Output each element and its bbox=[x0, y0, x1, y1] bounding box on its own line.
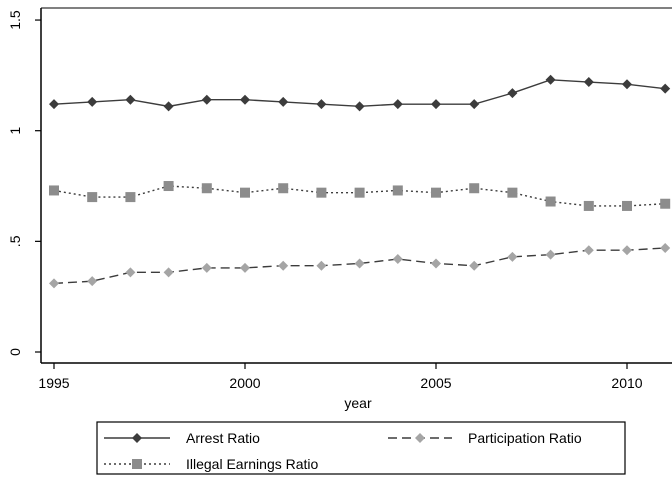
legend-marker-illegal-earnings-ratio bbox=[132, 459, 142, 469]
y-tick-label: 1.5 bbox=[7, 10, 23, 30]
data-point-illegal-earnings-ratio bbox=[660, 198, 671, 209]
x-tick-label: 2010 bbox=[611, 375, 642, 391]
data-point-arrest-ratio bbox=[583, 77, 594, 88]
data-point-participation-ratio bbox=[240, 262, 250, 273]
data-point-arrest-ratio bbox=[507, 88, 518, 99]
data-point-arrest-ratio bbox=[240, 94, 250, 105]
data-point-arrest-ratio bbox=[431, 99, 441, 110]
data-point-illegal-earnings-ratio bbox=[622, 200, 632, 211]
data-point-illegal-earnings-ratio bbox=[469, 183, 480, 194]
data-point-arrest-ratio bbox=[316, 99, 327, 110]
data-point-participation-ratio bbox=[125, 267, 136, 278]
data-point-participation-ratio bbox=[49, 278, 59, 289]
series-illegal-earnings-ratio bbox=[49, 181, 671, 211]
data-point-arrest-ratio bbox=[545, 74, 556, 85]
data-point-participation-ratio bbox=[622, 245, 632, 256]
data-point-arrest-ratio bbox=[392, 99, 403, 110]
data-point-arrest-ratio bbox=[87, 96, 98, 107]
data-point-arrest-ratio bbox=[49, 99, 59, 110]
x-tick-label: 1995 bbox=[38, 375, 69, 391]
data-point-illegal-earnings-ratio bbox=[354, 187, 365, 198]
x-tick-label: 2000 bbox=[229, 375, 260, 391]
data-point-participation-ratio bbox=[201, 262, 212, 273]
data-point-participation-ratio bbox=[507, 251, 518, 262]
data-point-arrest-ratio bbox=[660, 83, 671, 94]
data-point-participation-ratio bbox=[469, 260, 480, 271]
data-point-illegal-earnings-ratio bbox=[87, 192, 98, 203]
data-point-arrest-ratio bbox=[125, 94, 136, 105]
data-point-illegal-earnings-ratio bbox=[583, 200, 594, 211]
data-point-participation-ratio bbox=[545, 249, 556, 260]
legend-label-illegal-earnings-ratio: Illegal Earnings Ratio bbox=[186, 456, 319, 472]
data-point-arrest-ratio bbox=[622, 79, 632, 90]
legend-marker-participation-ratio bbox=[415, 433, 425, 443]
data-point-illegal-earnings-ratio bbox=[545, 196, 556, 207]
series-participation-ratio bbox=[49, 242, 671, 289]
legend-label-participation-ratio: Participation Ratio bbox=[468, 430, 582, 446]
series-arrest-ratio bbox=[49, 74, 671, 112]
x-axis-ticks: 1995 2000 2005 2010 bbox=[38, 363, 643, 391]
data-point-illegal-earnings-ratio bbox=[125, 192, 136, 203]
data-point-illegal-earnings-ratio bbox=[278, 183, 289, 194]
legend-box bbox=[96, 421, 626, 475]
data-point-illegal-earnings-ratio bbox=[316, 187, 327, 198]
data-point-illegal-earnings-ratio bbox=[49, 185, 59, 196]
legend-label-arrest-ratio: Arrest Ratio bbox=[186, 430, 260, 446]
data-point-participation-ratio bbox=[583, 245, 594, 256]
data-point-illegal-earnings-ratio bbox=[507, 187, 518, 198]
data-point-arrest-ratio bbox=[278, 96, 289, 107]
legend-marker-arrest-ratio bbox=[132, 433, 142, 443]
data-point-participation-ratio bbox=[660, 242, 671, 253]
data-point-participation-ratio bbox=[354, 258, 365, 269]
series-line-participation-ratio bbox=[53, 247, 666, 285]
data-point-participation-ratio bbox=[316, 260, 327, 271]
data-point-illegal-earnings-ratio bbox=[163, 181, 174, 192]
y-tick-label: 0 bbox=[7, 348, 23, 356]
legend: Arrest Ratio Participation Ratio Illegal E… bbox=[104, 430, 582, 472]
data-point-arrest-ratio bbox=[354, 101, 365, 112]
data-point-illegal-earnings-ratio bbox=[431, 187, 441, 198]
x-tick-label: 2005 bbox=[420, 375, 451, 391]
y-tick-label: 1 bbox=[7, 127, 23, 135]
data-point-participation-ratio bbox=[392, 254, 403, 265]
y-axis-ticks: 0 .5 1 1.5 bbox=[7, 10, 41, 356]
series-layer bbox=[49, 74, 671, 289]
data-point-participation-ratio bbox=[87, 276, 98, 287]
x-axis-title: year bbox=[344, 395, 372, 411]
data-point-arrest-ratio bbox=[163, 101, 174, 112]
data-point-participation-ratio bbox=[431, 258, 441, 269]
data-point-participation-ratio bbox=[163, 267, 174, 278]
data-point-arrest-ratio bbox=[201, 94, 212, 105]
data-point-illegal-earnings-ratio bbox=[392, 185, 403, 196]
data-point-arrest-ratio bbox=[469, 99, 480, 110]
data-point-illegal-earnings-ratio bbox=[201, 183, 212, 194]
data-point-participation-ratio bbox=[278, 260, 289, 271]
data-point-illegal-earnings-ratio bbox=[240, 187, 250, 198]
y-tick-label: .5 bbox=[7, 235, 23, 247]
